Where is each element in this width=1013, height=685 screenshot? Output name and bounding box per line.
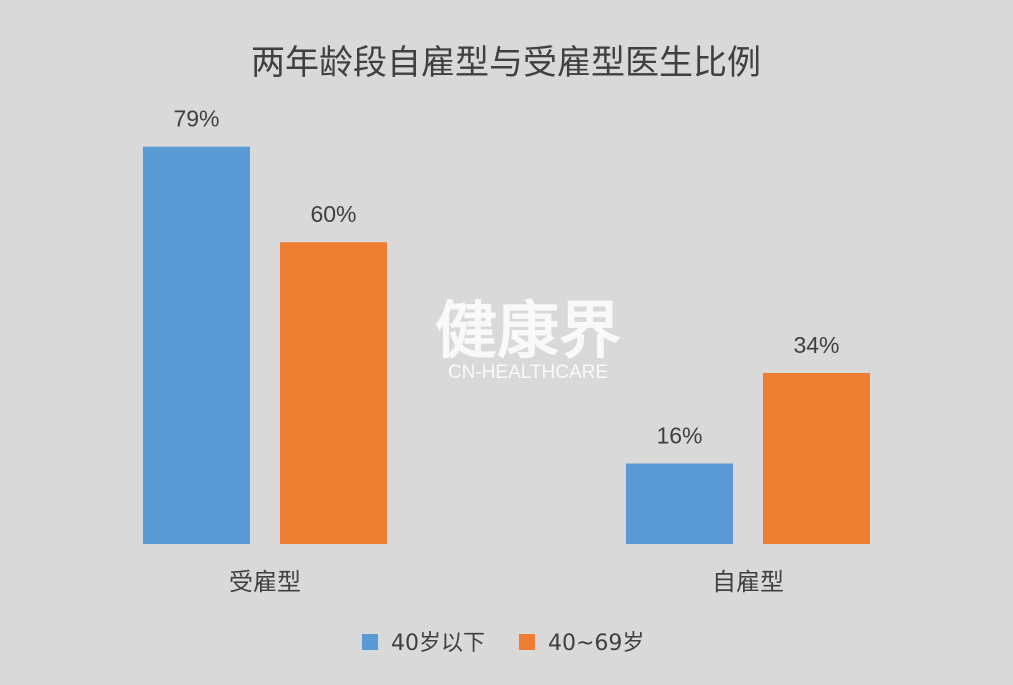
bar-40to69-0 bbox=[280, 242, 387, 544]
bar-under40-1 bbox=[626, 463, 733, 544]
legend: 40岁以下 40~69岁 bbox=[362, 631, 644, 656]
data-labels-group: 79% 60% 16% 34% bbox=[173, 106, 839, 449]
category-label: 受雇型 bbox=[229, 568, 301, 596]
legend-swatch bbox=[362, 634, 378, 650]
category-labels-group: 受雇型 自雇型 bbox=[229, 568, 784, 596]
chart-title: 两年龄段自雇型与受雇型医生比例 bbox=[251, 43, 761, 83]
data-label: 60% bbox=[310, 201, 356, 227]
data-label: 16% bbox=[656, 423, 702, 449]
data-label: 34% bbox=[793, 332, 839, 358]
category-label: 自雇型 bbox=[712, 568, 784, 596]
watermark-subtitle: CN-HEALTHCARE bbox=[448, 362, 608, 383]
watermark: 健康界 CN-HEALTHCARE bbox=[435, 294, 621, 383]
data-label: 79% bbox=[173, 106, 219, 132]
watermark-logo-text: 健康界 bbox=[435, 294, 621, 367]
legend-label: 40岁以下 bbox=[391, 631, 485, 656]
bar-under40-0 bbox=[143, 146, 250, 544]
bars-group bbox=[143, 146, 870, 544]
legend-swatch bbox=[519, 634, 535, 650]
bar-40to69-1 bbox=[763, 372, 870, 544]
legend-label: 40~69岁 bbox=[548, 631, 644, 656]
